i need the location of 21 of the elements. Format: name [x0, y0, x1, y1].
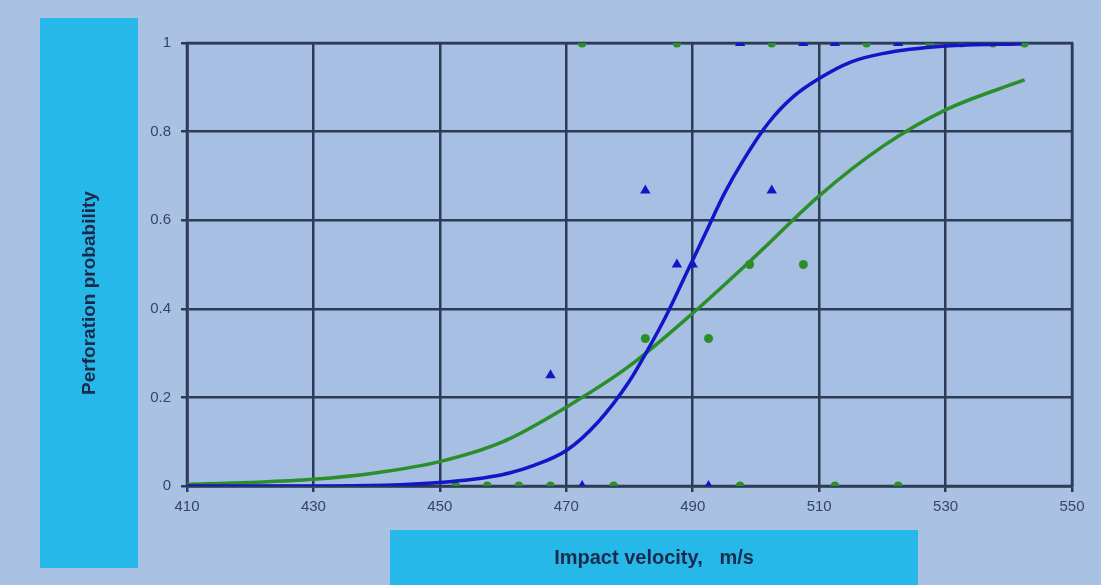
- x-axis-title: Impact velocity, m/s: [390, 530, 918, 585]
- x-tick-label: 510: [806, 497, 832, 515]
- y-tick-label: 0.6: [150, 210, 171, 228]
- x-tick-label: 470: [553, 497, 579, 515]
- y-tick-label: 0.8: [150, 121, 171, 139]
- point: [798, 260, 808, 269]
- point: [545, 369, 556, 379]
- x-tick-label: 450: [427, 497, 453, 515]
- x-tick-label: 410: [174, 497, 200, 515]
- y-axis-title: Perforation probability: [78, 191, 100, 395]
- x-tick-label: 550: [1059, 497, 1085, 515]
- y-tick-label: 0.2: [150, 387, 171, 405]
- y-tick-label: 0.4: [150, 298, 171, 316]
- point: [704, 333, 714, 343]
- x-tick-label: 430: [300, 497, 326, 515]
- x-tick-label: 490: [680, 497, 706, 515]
- x-tick-label: 530: [933, 497, 959, 515]
- point: [640, 333, 650, 343]
- y-tick-label: 0: [162, 476, 171, 494]
- y-tick-label: 1: [162, 33, 171, 51]
- point: [671, 258, 683, 268]
